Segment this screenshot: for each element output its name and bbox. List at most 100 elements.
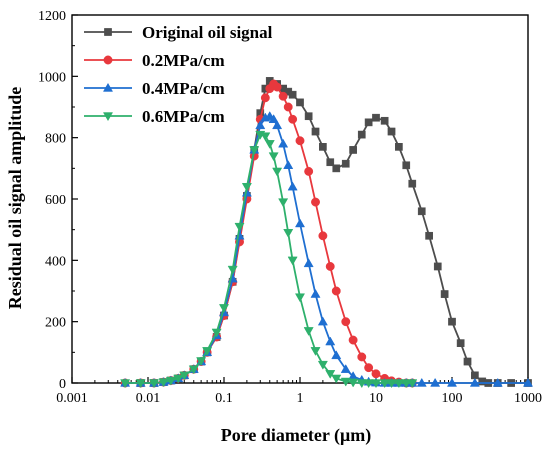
data-point [218,304,230,313]
data-point [446,377,458,387]
legend-label: 0.4MPa/cm [142,79,225,98]
data-point [303,258,314,268]
data-point [492,377,503,387]
data-point [363,379,374,389]
data-point [331,374,342,384]
data-point [283,102,293,112]
y-tick-label: 200 [45,316,66,331]
y-axis-title: Residual oil signal amplitude [5,87,25,310]
y-tick-label: 1000 [38,70,66,85]
data-point [287,181,298,191]
x-tick-label: 10 [369,391,383,406]
x-tick-label: 0.001 [56,391,88,406]
data-point [522,377,534,387]
data-point [179,371,190,381]
data-point [241,183,252,192]
data-point [173,374,184,384]
data-point [272,120,283,130]
data-point [325,262,335,271]
data-point [325,336,336,346]
data-point [288,114,298,124]
series-4 [120,130,418,389]
y-tick-label: 1200 [38,9,66,24]
data-point [296,98,304,107]
axes: 0.001 0.01 0.1 1 10 100 1000 0 200 400 600 800 1000 1… [38,9,542,406]
data-point [287,256,298,266]
data-point [202,347,213,356]
data-point [268,152,279,162]
data-point [371,369,381,379]
data-point [325,370,336,379]
data-point [364,118,373,127]
y-tick-label: 800 [45,132,66,147]
data-point [278,198,289,208]
data-point [395,143,403,151]
data-point [456,339,465,347]
data-point [326,158,335,167]
data-point [317,316,328,326]
data-point [120,379,131,389]
legend-marker [103,55,113,65]
legend-marker [102,82,114,92]
data-point [148,379,160,389]
data-point [304,166,314,176]
data-point [317,360,328,370]
data-point [417,207,426,216]
data-point [264,140,275,149]
data-point [425,231,433,240]
legend-item: 0.2MPa/cm [84,51,225,70]
data-point [364,363,374,373]
legend: Original oil signal 0.2MPa/cm 0.4MPa/cm 0.6… [84,23,273,126]
x-tick-label: 1000 [514,391,542,406]
data-point [278,91,288,101]
y-tick-label: 0 [59,377,66,392]
data-point [255,120,266,130]
series-line [125,82,413,384]
data-point [294,218,306,228]
data-point [158,378,169,388]
data-point [387,127,396,136]
data-point [310,288,321,298]
plot-frame [71,14,529,384]
data-point [319,143,327,151]
data-point [295,136,305,146]
data-point [349,146,357,154]
data-point [348,335,358,345]
data-point [379,379,390,389]
data-point [211,328,222,338]
data-point [433,262,442,271]
data-point [393,379,404,389]
data-point [311,197,320,207]
legend-item: Original oil signal [84,23,273,42]
data-point [372,113,380,122]
data-point [331,286,341,296]
legend-marker [104,28,112,36]
legend-label: 0.2MPa/cm [142,51,225,70]
legend-marker [102,112,114,122]
data-point [469,377,480,387]
data-point [283,229,294,238]
data-point [471,371,479,380]
data-point [135,379,146,389]
legend-item: 0.4MPa/cm [84,79,225,98]
data-point [463,357,472,366]
series-line [140,79,528,384]
data-point [310,347,321,356]
x-tick-label: 0.01 [136,391,161,406]
data-point [288,90,297,99]
data-point [348,378,359,388]
y-tick-label: 400 [45,254,66,269]
x-axis-title: Pore diameter (μm) [221,425,371,446]
data-point [341,317,351,327]
data-point [356,379,367,389]
data-point [386,379,397,389]
data-point [357,352,367,362]
data-point [408,179,417,188]
data-point [357,130,366,139]
data-point [340,364,351,373]
data-point [196,357,207,367]
data-point [227,265,238,275]
y-tick-label: 600 [45,193,66,208]
data-point [272,82,282,92]
